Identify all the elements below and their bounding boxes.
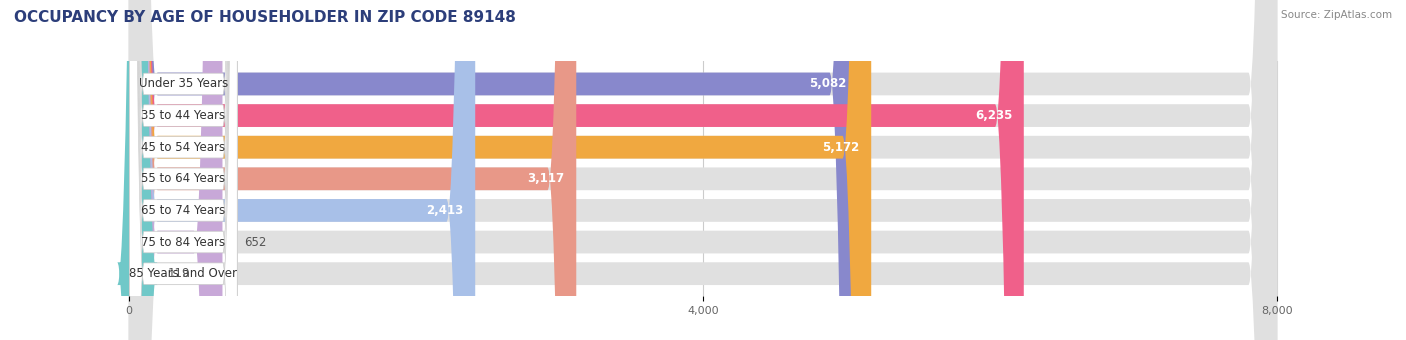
FancyBboxPatch shape <box>129 0 238 340</box>
Text: 55 to 64 Years: 55 to 64 Years <box>142 172 225 185</box>
Text: Source: ZipAtlas.com: Source: ZipAtlas.com <box>1281 10 1392 20</box>
Text: 65 to 74 Years: 65 to 74 Years <box>141 204 225 217</box>
FancyBboxPatch shape <box>129 0 475 340</box>
FancyBboxPatch shape <box>129 0 238 340</box>
FancyBboxPatch shape <box>129 0 1024 340</box>
Text: 119: 119 <box>167 267 190 280</box>
FancyBboxPatch shape <box>129 0 238 340</box>
Text: 3,117: 3,117 <box>527 172 565 185</box>
FancyBboxPatch shape <box>129 0 1277 340</box>
FancyBboxPatch shape <box>129 0 1277 340</box>
FancyBboxPatch shape <box>129 0 858 340</box>
Text: 5,172: 5,172 <box>823 141 859 154</box>
Text: 652: 652 <box>245 236 266 249</box>
FancyBboxPatch shape <box>129 0 238 340</box>
Text: Under 35 Years: Under 35 Years <box>139 78 228 90</box>
Text: 6,235: 6,235 <box>974 109 1012 122</box>
Text: 5,082: 5,082 <box>810 78 846 90</box>
FancyBboxPatch shape <box>129 0 1277 340</box>
FancyBboxPatch shape <box>129 0 238 340</box>
FancyBboxPatch shape <box>129 0 1277 340</box>
Text: 2,413: 2,413 <box>426 204 464 217</box>
FancyBboxPatch shape <box>129 0 238 340</box>
FancyBboxPatch shape <box>117 0 157 340</box>
FancyBboxPatch shape <box>129 0 222 340</box>
Text: 45 to 54 Years: 45 to 54 Years <box>142 141 225 154</box>
Text: 75 to 84 Years: 75 to 84 Years <box>142 236 225 249</box>
FancyBboxPatch shape <box>129 0 1277 340</box>
Text: OCCUPANCY BY AGE OF HOUSEHOLDER IN ZIP CODE 89148: OCCUPANCY BY AGE OF HOUSEHOLDER IN ZIP C… <box>14 10 516 25</box>
FancyBboxPatch shape <box>129 0 238 340</box>
FancyBboxPatch shape <box>129 0 1277 340</box>
Text: 85 Years and Over: 85 Years and Over <box>129 267 238 280</box>
FancyBboxPatch shape <box>129 0 1277 340</box>
FancyBboxPatch shape <box>129 0 872 340</box>
Text: 35 to 44 Years: 35 to 44 Years <box>142 109 225 122</box>
FancyBboxPatch shape <box>129 0 576 340</box>
